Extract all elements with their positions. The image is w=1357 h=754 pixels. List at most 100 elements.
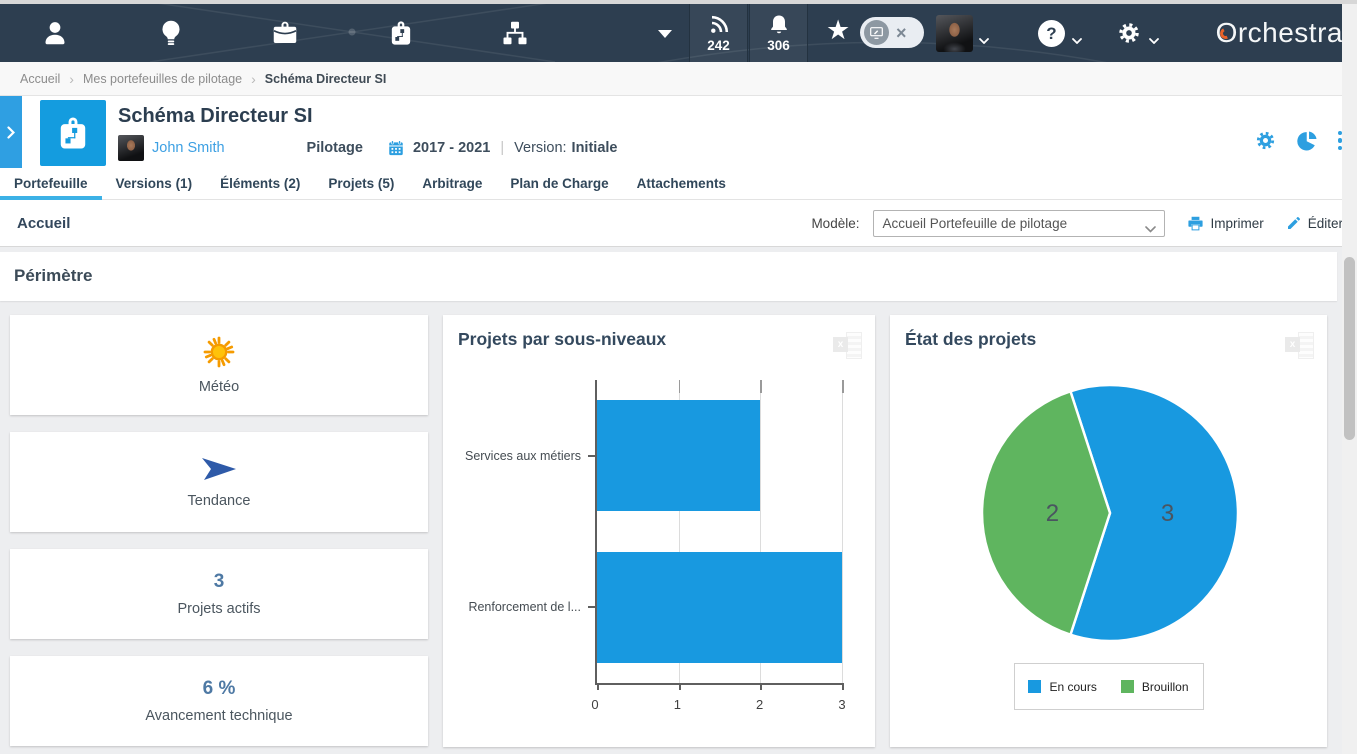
pie-chart-title: État des projets — [905, 329, 1037, 349]
portfolios-nav-icon[interactable] — [386, 18, 416, 48]
print-button[interactable]: Imprimer — [1187, 215, 1264, 232]
tab-arbitrage[interactable]: Arbitrage — [422, 176, 483, 191]
feed-notifications-button[interactable]: 242 — [689, 4, 748, 62]
card-avancement-technique: 6 % Avancement technique — [10, 656, 428, 746]
card-label-tendance: Tendance — [187, 492, 251, 509]
nav-more-caret-icon[interactable] — [658, 30, 672, 38]
help-menu-caret-icon[interactable] — [1072, 31, 1082, 49]
session-toggle-button[interactable]: × — [860, 17, 924, 48]
owner-avatar — [118, 135, 144, 161]
portfolio-settings-gear-icon[interactable] — [1254, 129, 1277, 152]
legend-label: Brouillon — [1141, 679, 1189, 694]
printer-icon — [1188, 216, 1204, 230]
expand-sidebar-tab[interactable] — [0, 96, 22, 168]
hierarchy-nav-icon[interactable] — [500, 18, 530, 48]
tab-projets-5[interactable]: Projets (5) — [328, 176, 395, 191]
axis-tick — [842, 683, 844, 690]
chevron-right-icon — [7, 125, 15, 139]
edit-button[interactable]: Éditer — [1286, 215, 1343, 231]
breadcrumb-separator-icon: › — [251, 70, 256, 87]
users-nav-icon[interactable] — [40, 18, 70, 48]
tab-plan-de-charge[interactable]: Plan de Charge — [510, 176, 609, 191]
card-projets-actifs: 3 Projets actifs — [10, 549, 428, 639]
edit-label: Éditer — [1307, 215, 1343, 231]
page-header: Schéma Directeur SI John Smith Pilotage … — [0, 96, 1357, 171]
window-top-strip — [0, 0, 1357, 4]
tab-attachements[interactable]: Attachements — [636, 176, 726, 191]
pie-slice-brouillon[interactable] — [980, 390, 1112, 636]
x-tick-label: 3 — [838, 697, 846, 712]
trend-arrow-icon — [200, 456, 238, 482]
legend-item-en-cours[interactable]: En cours — [1028, 680, 1097, 694]
x-tick-label: 2 — [756, 697, 764, 712]
card-label-avancement-technique: Avancement technique — [145, 708, 293, 724]
top-nav-bar: 242 306 ★ × ? Orchestra — [0, 4, 1357, 62]
meta-separator: | — [500, 140, 505, 156]
bar-chart-plot: Services aux métiers Renforcement de l... — [465, 380, 844, 690]
ideas-nav-icon[interactable] — [156, 18, 186, 48]
perimetre-title: Périmètre — [14, 266, 93, 285]
alerts-count: 306 — [767, 38, 790, 53]
more-options-kebab-icon[interactable] — [1337, 130, 1342, 151]
axis-tick — [760, 683, 763, 690]
version-label: Version: — [514, 140, 567, 156]
x-tick-label: 0 — [591, 697, 599, 712]
tab-portefeuille[interactable]: Portefeuille — [0, 171, 102, 200]
axis-tick — [597, 683, 599, 690]
user-menu-caret-icon[interactable] — [979, 31, 989, 49]
calendar-icon — [387, 139, 405, 157]
owner-link[interactable]: John Smith — [152, 140, 225, 156]
axis-tick — [842, 380, 844, 393]
stat-value-avancement-technique: 6 % — [202, 678, 236, 699]
bar-services-aux-m-tiers[interactable] — [597, 400, 761, 512]
legend-swatch — [1028, 680, 1042, 693]
pie-slice-en-cours[interactable] — [1069, 383, 1240, 643]
scrollbar-thumb[interactable] — [1344, 257, 1355, 440]
tab-l-ments-2[interactable]: Éléments (2) — [220, 176, 301, 191]
section-toolbar: Accueil Modèle: Accueil Portefeuille de … — [0, 200, 1357, 247]
pie-legend: En cours Brouillon — [1013, 663, 1204, 710]
axis-tick — [678, 683, 681, 690]
card-label-m-t-o: Météo — [198, 378, 240, 395]
model-select[interactable]: Accueil Portefeuille de pilotage — [873, 209, 1166, 237]
breadcrumb-item-mes-portefeuilles-de-pilotage[interactable]: Mes portefeuilles de pilotage — [82, 71, 243, 86]
dashboard-pie-icon[interactable] — [1296, 129, 1319, 152]
version-value: Initiale — [571, 140, 618, 156]
bar-xticks: 0 1 2 3 — [591, 697, 846, 713]
bar-chart-title: Projets par sous-niveaux — [458, 329, 667, 349]
bar-row-services-aux-m-tiers: Services aux métiers — [465, 380, 842, 532]
orchestra-logo[interactable]: Orchestra — [1216, 17, 1343, 49]
breadcrumb-item-accueil[interactable]: Accueil — [20, 71, 61, 86]
portfolio-type-icon — [40, 100, 106, 166]
gridline — [842, 380, 843, 683]
gridline — [678, 380, 680, 683]
help-button[interactable]: ? — [1038, 20, 1065, 47]
model-label: Modèle: — [811, 215, 860, 231]
projects-nav-icon[interactable] — [270, 18, 300, 48]
excel-sheet-shape — [1298, 332, 1314, 359]
axis-tick — [678, 380, 681, 393]
excel-sheet-shape — [846, 332, 862, 359]
screen-edit-icon — [864, 20, 889, 45]
export-excel-icon[interactable]: x — [1285, 332, 1314, 359]
excel-x-shape: x — [1285, 337, 1300, 352]
legend-item-brouillon[interactable]: Brouillon — [1120, 679, 1189, 694]
bar-renforcement-de-l[interactable] — [597, 551, 842, 663]
settings-menu-caret-icon[interactable] — [1149, 31, 1159, 49]
model-select-value: Accueil Portefeuille de pilotage — [882, 215, 1068, 231]
favorites-star-icon[interactable]: ★ — [826, 15, 851, 45]
breadcrumb-item-sch-ma-directeur-si: Schéma Directeur SI — [264, 71, 387, 86]
user-avatar[interactable] — [936, 15, 973, 52]
breadcrumb: Accueil › Mes portefeuilles de pilotage › Sc… — [0, 62, 1357, 96]
bar-category-label: Renforcement de l... — [468, 600, 581, 615]
settings-gear-icon[interactable] — [1116, 20, 1142, 46]
main-content: Périmètre Météo Tendance 3 Projets actifs 6… — [0, 247, 1357, 754]
tab-versions-1[interactable]: Versions (1) — [115, 176, 193, 191]
card-label-projets-actifs: Projets actifs — [177, 601, 261, 617]
bar-category-label: Services aux métiers — [464, 448, 581, 463]
category-tick — [588, 454, 595, 457]
alerts-notifications-button[interactable]: 306 — [749, 4, 808, 62]
export-excel-icon[interactable]: x — [833, 332, 862, 359]
pie-value-label: 2 — [1046, 500, 1059, 527]
